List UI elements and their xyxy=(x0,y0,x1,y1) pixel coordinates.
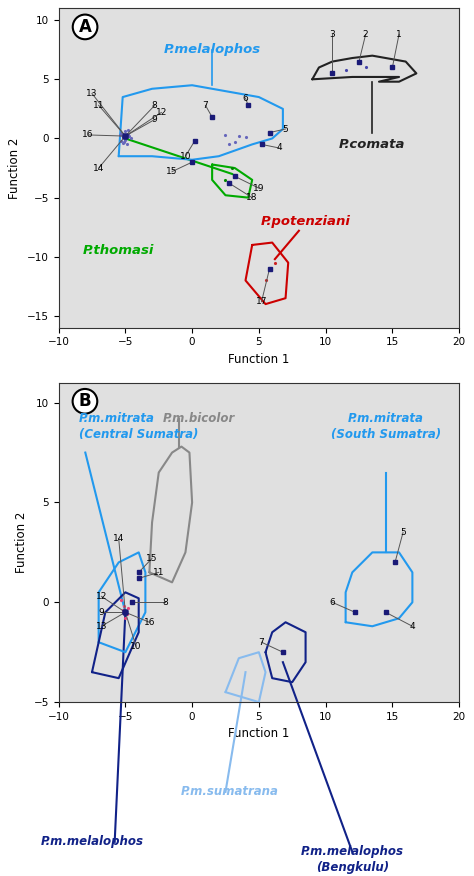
Y-axis label: Function 2: Function 2 xyxy=(15,512,28,573)
Text: 13: 13 xyxy=(96,622,107,631)
Text: P.thomasi: P.thomasi xyxy=(83,244,155,258)
Text: 19: 19 xyxy=(253,184,264,193)
Text: P.comata: P.comata xyxy=(339,138,406,151)
Text: 11: 11 xyxy=(153,568,164,577)
Text: (Central Sumatra): (Central Sumatra) xyxy=(79,428,198,442)
Text: P.potenziani: P.potenziani xyxy=(261,215,350,228)
Y-axis label: Function 2: Function 2 xyxy=(9,138,21,199)
Text: 2: 2 xyxy=(363,30,368,39)
Text: 8: 8 xyxy=(152,101,157,110)
Text: 6: 6 xyxy=(329,597,335,607)
Text: P.m.melalophos: P.m.melalophos xyxy=(301,845,404,858)
Text: 3: 3 xyxy=(329,30,335,39)
Text: 9: 9 xyxy=(152,115,157,124)
Text: 15: 15 xyxy=(146,554,158,563)
Text: P.m.sumatrana: P.m.sumatrana xyxy=(181,786,278,798)
Text: 5: 5 xyxy=(400,528,406,537)
Text: P.m.mitrata: P.m.mitrata xyxy=(79,412,155,425)
Text: 16: 16 xyxy=(82,131,94,139)
Text: 12: 12 xyxy=(96,592,107,601)
Text: 8: 8 xyxy=(163,597,168,607)
X-axis label: Function 1: Function 1 xyxy=(228,353,290,366)
Text: 18: 18 xyxy=(246,193,258,202)
Text: 4: 4 xyxy=(410,622,415,631)
Text: 1: 1 xyxy=(396,30,402,39)
Text: P.m.bicolor: P.m.bicolor xyxy=(163,412,235,425)
Text: P.m.melalophos: P.m.melalophos xyxy=(40,836,144,848)
Text: 16: 16 xyxy=(144,618,155,626)
Text: 11: 11 xyxy=(93,101,104,110)
Text: 7: 7 xyxy=(259,638,264,646)
Text: 15: 15 xyxy=(166,167,178,176)
Text: 5: 5 xyxy=(283,124,289,133)
Text: 14: 14 xyxy=(93,164,104,173)
Text: 10: 10 xyxy=(180,152,191,160)
Text: 14: 14 xyxy=(113,533,124,543)
Text: P.m.mitrata: P.m.mitrata xyxy=(348,412,424,425)
Text: 9: 9 xyxy=(99,608,104,617)
Text: 6: 6 xyxy=(243,94,248,102)
Text: 7: 7 xyxy=(202,101,209,110)
Text: (Bengkulu): (Bengkulu) xyxy=(316,861,389,874)
Text: B: B xyxy=(79,392,91,410)
Text: 13: 13 xyxy=(86,89,98,98)
Text: P.melalophos: P.melalophos xyxy=(164,43,261,56)
Text: 12: 12 xyxy=(156,108,167,117)
Text: (South Sumatra): (South Sumatra) xyxy=(331,428,441,442)
Text: 17: 17 xyxy=(256,297,267,307)
Text: A: A xyxy=(79,18,91,36)
Text: 10: 10 xyxy=(130,642,142,651)
Text: 4: 4 xyxy=(276,144,282,152)
X-axis label: Function 1: Function 1 xyxy=(228,727,290,740)
